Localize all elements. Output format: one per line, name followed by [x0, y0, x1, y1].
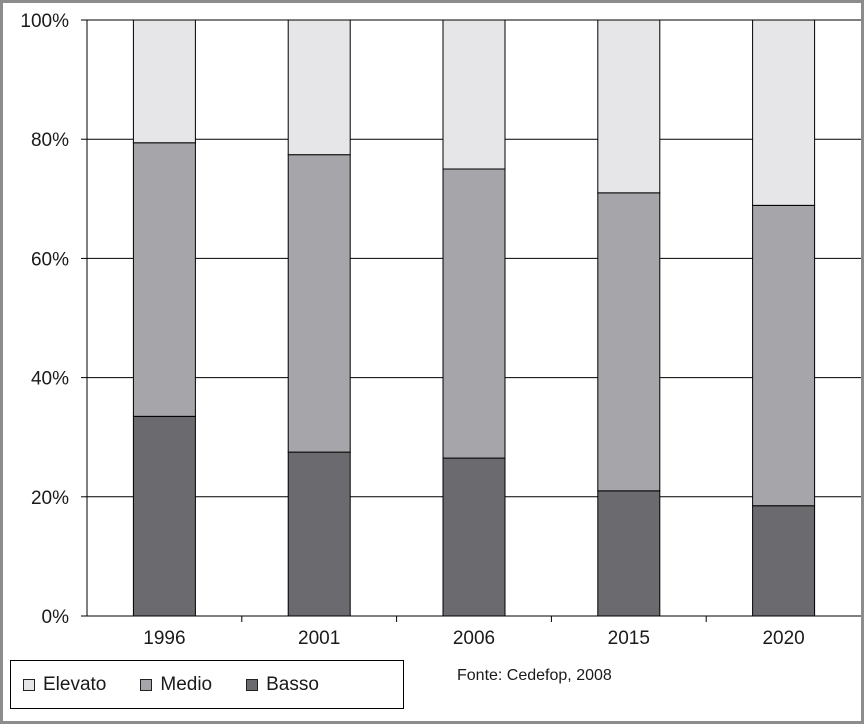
bar-segment-elevato-2015 — [597, 19, 661, 194]
bar-segment-basso-2015 — [597, 490, 661, 617]
y-tick-label: 100% — [20, 11, 69, 32]
bar-segment-basso-2006 — [442, 457, 506, 617]
bar-segment-basso-1996 — [132, 415, 196, 617]
x-tick-label: 2015 — [608, 628, 650, 649]
legend-swatch-elevato — [23, 678, 35, 691]
stacked-bar-chart: 0% 20% 40% 60% 80% 100% 1996 2001 2006 2015 2020 — [20, 11, 861, 649]
bar-segment-medio-2020 — [752, 204, 816, 507]
legend-label-medio: Medio — [160, 673, 213, 695]
bar-segment-basso-2020 — [752, 505, 816, 617]
bar-segment-elevato-2006 — [442, 19, 506, 170]
legend-label-elevato: Elevato — [43, 673, 107, 695]
y-tick-label: 20% — [31, 488, 69, 509]
bar-segment-medio-2001 — [287, 154, 351, 453]
bar-segment-elevato-2001 — [287, 19, 351, 156]
x-tick-label: 2020 — [762, 628, 804, 649]
x-tick-label: 1996 — [143, 628, 185, 649]
source-note: Fonte: Cedefop, 2008 — [457, 667, 612, 684]
legend-label-basso: Basso — [266, 673, 319, 695]
bar-segment-elevato-2020 — [752, 19, 816, 206]
chart-legend: Elevato Medio Basso — [10, 660, 404, 709]
bar-segment-basso-2001 — [287, 451, 351, 617]
legend-item-elevato: Elevato — [23, 674, 106, 696]
y-tick-label: 60% — [31, 249, 69, 270]
bar-segment-elevato-1996 — [132, 19, 196, 144]
bar-segment-medio-1996 — [132, 142, 196, 417]
bar-segment-medio-2015 — [597, 192, 661, 492]
y-tick-label: 0% — [42, 607, 70, 628]
y-tick-label: 40% — [31, 369, 69, 390]
legend-swatch-medio — [140, 678, 153, 691]
legend-swatch-basso — [246, 678, 259, 691]
legend-item-medio: Medio — [140, 674, 212, 696]
y-tick-label: 80% — [31, 130, 69, 151]
x-tick-label: 2006 — [453, 628, 495, 649]
bar-segment-medio-2006 — [442, 168, 506, 459]
legend-item-basso: Basso — [246, 674, 319, 696]
x-tick-label: 2001 — [298, 628, 340, 649]
